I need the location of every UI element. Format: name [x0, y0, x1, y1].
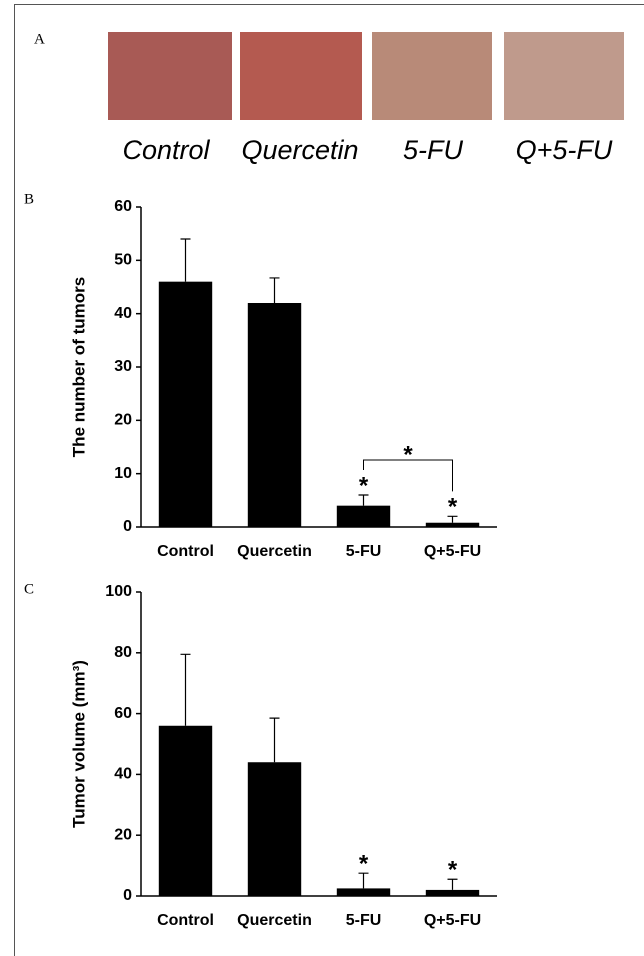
y-tick-label: 50	[114, 252, 132, 269]
significance-marker: *	[359, 851, 369, 878]
y-tick-label: 60	[114, 198, 132, 215]
significance-marker: *	[448, 857, 458, 884]
y-tick-label: 20	[114, 412, 132, 429]
panel-label: C	[24, 581, 34, 597]
y-tick-label: 20	[114, 826, 132, 843]
y-axis-label: The number of tumors	[69, 277, 88, 457]
x-tick-label: Control	[157, 912, 214, 929]
x-tick-label: 5-FU	[346, 912, 382, 929]
y-tick-label: 40	[114, 766, 132, 783]
x-tick-label: 5-FU	[346, 543, 382, 560]
panel-label: B	[24, 191, 34, 207]
photo-label: Q+5-FU	[516, 135, 613, 165]
significance-marker: *	[448, 494, 458, 521]
y-tick-label: 40	[114, 305, 132, 322]
photo	[240, 32, 362, 120]
bracket-label: *	[403, 441, 413, 468]
bar	[336, 888, 391, 896]
bar	[247, 303, 302, 527]
y-tick-label: 100	[105, 583, 132, 600]
significance-marker: *	[359, 472, 369, 499]
bar	[158, 281, 213, 527]
photo	[504, 32, 624, 120]
bar	[425, 522, 480, 527]
error-bar	[358, 494, 369, 506]
y-tick-label: 0	[123, 518, 132, 535]
frame	[14, 4, 644, 956]
y-tick-label: 60	[114, 705, 132, 722]
bar	[425, 889, 480, 896]
y-tick-label: 10	[114, 465, 132, 482]
error-bar	[269, 277, 280, 303]
y-tick-label: 30	[114, 358, 132, 375]
error-bar	[180, 238, 191, 282]
x-tick-label: Quercetin	[237, 912, 312, 929]
x-tick-label: Quercetin	[237, 543, 312, 560]
bar	[158, 725, 213, 896]
y-axis-label: Tumor volume (mm³)	[69, 660, 88, 828]
error-bar	[269, 717, 280, 763]
bar	[336, 505, 391, 527]
y-tick-label: 80	[114, 644, 132, 661]
x-tick-label: Q+5-FU	[424, 543, 481, 560]
y-tick-label: 0	[123, 887, 132, 904]
bracket	[363, 459, 453, 492]
x-tick-label: Control	[157, 543, 214, 560]
photo-label: 5-FU	[403, 135, 464, 165]
photo	[372, 32, 492, 120]
photos	[108, 32, 624, 120]
x-tick-label: Q+5-FU	[424, 912, 481, 929]
photo-label: Quercetin	[241, 135, 358, 165]
error-bar	[447, 515, 458, 523]
error-bar	[358, 872, 369, 889]
panel-label: A	[34, 31, 45, 47]
error-bar	[180, 653, 191, 726]
error-bar	[447, 878, 458, 890]
photo-label: Control	[122, 135, 210, 165]
photo	[108, 32, 232, 120]
bar	[247, 762, 302, 896]
